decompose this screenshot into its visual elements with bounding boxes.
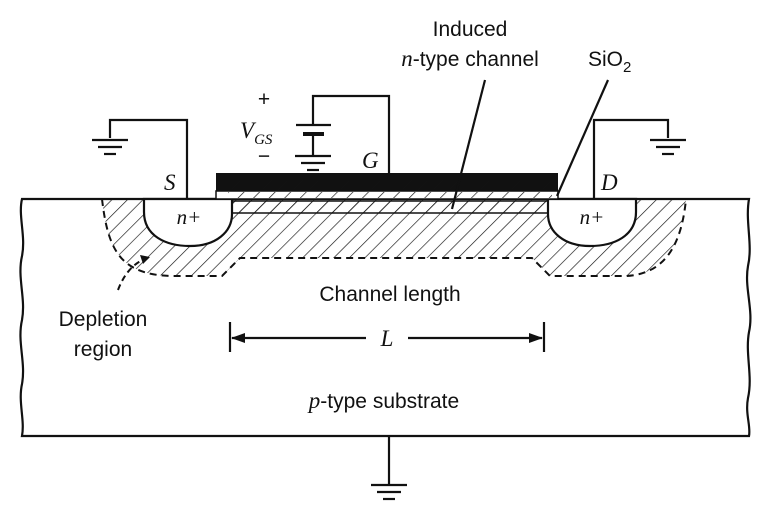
drain-region-label: n+	[580, 205, 605, 229]
ground-icon	[371, 485, 407, 499]
depletion-label-line2: region	[74, 338, 132, 361]
arrowhead-left	[231, 333, 245, 343]
ground-icon	[92, 140, 128, 154]
depletion-label-line1: Depletion	[59, 308, 148, 331]
source-region-label: n+	[177, 205, 202, 229]
terminal-d-label: D	[600, 170, 618, 195]
substrate-label: p-type substrate	[307, 388, 459, 413]
induced-label-line2: n-type channel	[401, 46, 539, 71]
ground-icon	[650, 140, 686, 154]
induced-label-line1: Induced	[433, 18, 508, 41]
terminal-g-label: G	[362, 148, 379, 173]
battery-icon	[296, 125, 331, 134]
sio2-label: SiO2	[588, 48, 631, 76]
induced-channel	[230, 201, 550, 213]
arrowhead-right	[529, 333, 543, 343]
channel-length-label: Channel length	[319, 283, 460, 306]
vgs-label: VGS	[240, 118, 273, 148]
terminal-s-label: S	[164, 170, 176, 195]
ground-icon	[295, 156, 331, 170]
length-symbol-label: L	[380, 326, 394, 351]
gate-oxide-stripe	[228, 180, 552, 190]
oxide-fill	[228, 192, 552, 198]
vgs-minus-label: −	[258, 145, 270, 168]
vgs-plus-label: +	[258, 88, 270, 111]
